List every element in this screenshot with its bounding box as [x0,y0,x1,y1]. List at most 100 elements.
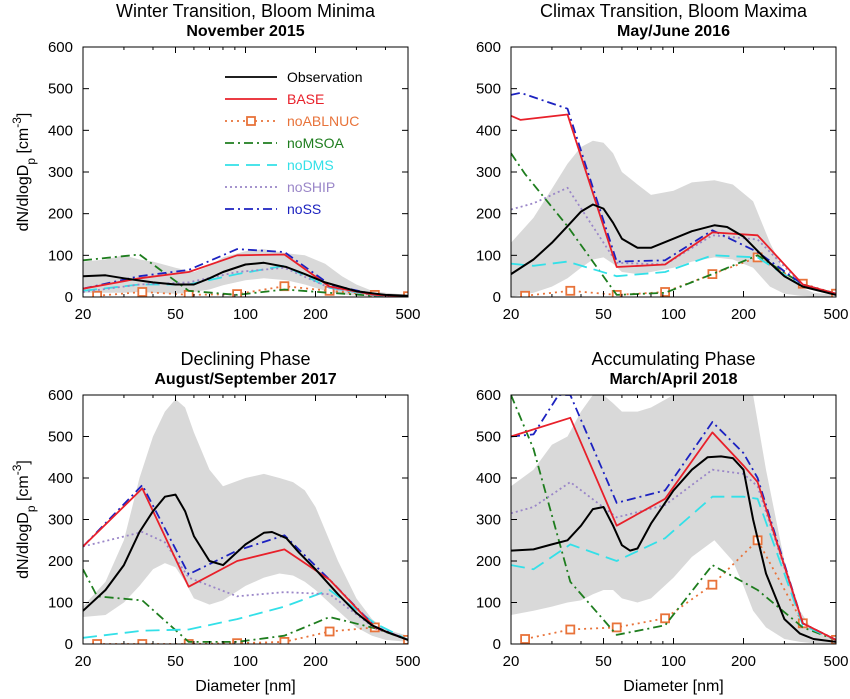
x-tick-label: 500 [823,653,848,670]
series-line-nomsoa [83,568,408,643]
series-marker-noablnuc [707,579,718,590]
series-line-observation [83,493,408,641]
series-marker-noablnuc [520,634,530,644]
series-marker-noablnuc [137,639,148,644]
y-tick-label: 400 [48,470,73,487]
chart-title: Climax Transition, Bloom Maxima [540,1,808,21]
legend-label-base: BASE [287,91,324,107]
x-tick-label: 20 [503,306,520,323]
x-tick-label: 500 [823,306,848,323]
y-axis-label-unit: [cm [15,475,32,505]
x-tick-label: 20 [75,653,92,670]
x-tick-label: 200 [731,653,756,670]
series-line-observation [83,261,408,297]
y-tick-label: 100 [48,595,73,612]
y-tick-label: 200 [48,206,73,223]
observation-range-band [511,140,836,297]
legend-label-observation: Observation [287,69,362,85]
series-marker-noablnuc [183,289,194,297]
y-axis-label-main: dN/dlogD [15,512,32,579]
series-line-noss [511,91,836,295]
chart-subtitle: May/June 2016 [617,23,730,40]
x-axis-label: Diameter [nm] [623,678,723,695]
y-tick-label: 0 [65,636,73,653]
series-marker-noablnuc [137,287,148,297]
chart-panel-3: Declining Phase August/September 2017 0 100… [10,349,421,695]
y-axis-label-unit-close: ] [15,460,32,464]
series-line-observation [511,203,836,296]
series-line-base [511,113,836,295]
y-tick-label: 600 [476,387,501,404]
chart-subtitle: August/September 2017 [154,371,336,388]
y-tick-label: 200 [476,553,501,570]
series-marker-noablnuc [611,622,622,633]
y-tick-label: 500 [476,429,501,446]
y-tick-label: 400 [48,122,73,139]
observation-range-band [83,249,408,297]
series-line-noss [511,395,836,641]
y-axis-label-unit-exp: -3 [10,117,24,128]
chart-panel-1: Winter Transition, Bloom Minima November … [10,1,421,323]
series-marker-noablnuc [565,285,576,296]
x-tick-label: 200 [731,306,756,323]
y-axis-label-unit: [cm [15,128,32,158]
series-marker-noablnuc [232,638,243,644]
y-tick-label: 0 [65,289,73,306]
legend-marker [246,116,256,126]
x-tick-label: 500 [395,653,420,670]
plot-area [83,248,408,297]
x-tick-label: 20 [503,653,520,670]
series-line-base [83,487,408,641]
plot-area [83,399,408,644]
x-tick-label: 500 [395,306,420,323]
legend-label-noss: noSS [287,201,321,217]
y-axis-label: dN/dlogDp [cm-3] [10,460,38,579]
y-tick-label: 200 [476,206,501,223]
series-marker-noablnuc [92,290,102,297]
series-line-nomsoa [511,395,836,641]
series-marker-noablnuc [565,624,576,635]
x-tick-label: 200 [303,653,328,670]
series-marker-noablnuc [520,290,530,297]
x-tick-label: 200 [303,306,328,323]
y-tick-label: 100 [476,595,501,612]
y-tick-label: 100 [48,247,73,264]
y-tick-label: 500 [48,81,73,98]
legend-label-noship: noSHIP [287,179,335,195]
x-tick-label: 50 [595,653,612,670]
y-tick-label: 100 [476,247,501,264]
y-tick-label: 500 [48,429,73,446]
x-tick-label: 100 [661,306,686,323]
y-axis-label-unit-close: ] [15,113,32,117]
chart-title: Declining Phase [180,349,310,369]
legend-label-noablnuc: noABLNUC [287,113,359,129]
series-line-noship [511,468,836,641]
y-tick-label: 600 [48,39,73,56]
y-axis-label-main: dN/dlogD [15,165,32,232]
series-marker-noablnuc [92,639,102,644]
x-tick-label: 100 [233,653,258,670]
chart-panel-2: Climax Transition, Bloom Maxima May/June … [476,1,849,323]
y-axis-label: dN/dlogDp [cm-3] [10,113,38,232]
series-line-observation [511,455,836,643]
series-marker-noablnuc [324,626,335,637]
y-tick-label: 400 [476,122,501,139]
legend: Observation BASE noABLNUC noMSOA noDMS noSHIP… [225,69,362,217]
legend-label-nomsoa: noMSOA [287,135,344,151]
chart-title: Winter Transition, Bloom Minima [116,1,376,21]
y-axis-label-unit-exp: -3 [10,464,24,475]
series-marker-noablnuc [232,289,243,297]
chart-subtitle: November 2015 [186,23,304,40]
series-line-nomsoa [83,253,408,297]
y-tick-label: 300 [48,512,73,529]
x-tick-label: 100 [661,653,686,670]
y-tick-label: 600 [48,387,73,404]
y-tick-label: 0 [493,289,501,306]
y-tick-label: 200 [48,553,73,570]
observation-range-band [511,395,836,644]
series-marker-noablnuc [707,269,718,280]
chart-panel-4: Accumulating Phase March/April 2018 0 100 20… [476,349,849,695]
observation-range-band [83,399,408,642]
series-marker-noablnuc [660,613,670,624]
